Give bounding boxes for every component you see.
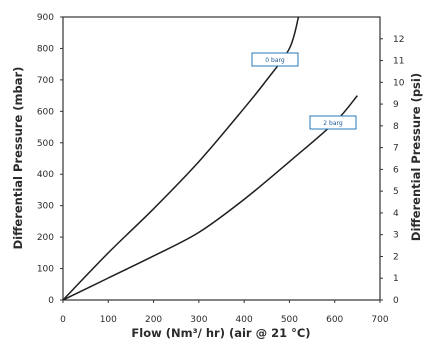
y-tick-label: 100: [37, 265, 54, 275]
series-label-text: 0 barg: [265, 57, 285, 64]
y2-tick-label: 11: [393, 57, 404, 67]
series-label-0: 0 barg: [252, 53, 298, 66]
x-tick-label: 500: [281, 315, 298, 325]
x-tick-label: 300: [190, 315, 207, 325]
y-tick-label: 0: [48, 296, 54, 306]
y2-tick-label: 0: [393, 296, 399, 306]
y-tick-label: 700: [37, 76, 54, 86]
y2-tick-label: 12: [393, 35, 404, 45]
y2-tick-label: 6: [393, 165, 399, 175]
y-tick-label: 400: [37, 170, 54, 180]
y2-tick-label: 8: [393, 122, 399, 132]
y2-tick-label: 9: [393, 100, 399, 110]
series-layer: [63, 17, 357, 300]
y2-tick-label: 5: [393, 187, 399, 197]
y-tick-label: 900: [37, 13, 54, 23]
x-tick-label: 100: [100, 315, 117, 325]
y-tick-label: 200: [37, 233, 54, 243]
y-tick-label: 600: [37, 107, 54, 117]
y-tick-label: 500: [37, 139, 54, 149]
x-tick-label: 400: [236, 315, 253, 325]
y2-tick-label: 10: [393, 78, 405, 88]
series-label-text: 2 barg: [323, 120, 343, 127]
y2-tick-label: 2: [393, 252, 399, 262]
y2-tick-label: 7: [393, 144, 399, 154]
series-label-1: 2 barg: [310, 116, 356, 129]
x-axis-title: Flow (Nm³/ hr) (air @ 21 °C): [131, 326, 310, 340]
y-tick-label: 300: [37, 202, 54, 212]
y-axis-ticks: 0 100 200 300 400 500 600 700 800 900: [37, 13, 63, 306]
y2-tick-label: 4: [393, 209, 399, 219]
x-tick-label: 0: [60, 315, 66, 325]
y2-axis-title: Differential Pressure (psi): [409, 73, 423, 241]
x-tick-label: 200: [145, 315, 162, 325]
x-tick-label: 600: [326, 315, 343, 325]
y2-tick-label: 1: [393, 274, 399, 284]
y2-tick-label: 3: [393, 231, 399, 241]
plot-frame: [63, 17, 380, 300]
y-tick-label: 800: [37, 44, 54, 54]
x-tick-label: 700: [371, 315, 388, 325]
y-axis-title: Differential Pressure (mbar): [11, 67, 25, 250]
x-axis-ticks: 0 100 200 300 400 500 600 700: [60, 300, 389, 325]
series-labels: 0 barg 2 barg: [252, 53, 356, 129]
